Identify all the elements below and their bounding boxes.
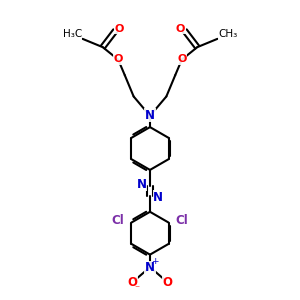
Text: N: N — [145, 109, 155, 122]
Text: N: N — [137, 178, 147, 191]
Text: CH₃: CH₃ — [218, 29, 238, 39]
Text: ⁻: ⁻ — [134, 284, 140, 294]
Text: O: O — [127, 276, 137, 290]
Text: O: O — [163, 276, 173, 290]
Text: O: O — [113, 54, 123, 64]
Text: O: O — [115, 24, 124, 34]
Text: H₃C: H₃C — [62, 29, 82, 39]
Text: N: N — [153, 191, 163, 204]
Text: +: + — [151, 257, 159, 266]
Text: Cl: Cl — [112, 214, 124, 226]
Text: O: O — [177, 54, 187, 64]
Text: N: N — [145, 261, 155, 274]
Text: Cl: Cl — [176, 214, 188, 226]
Text: O: O — [176, 24, 185, 34]
